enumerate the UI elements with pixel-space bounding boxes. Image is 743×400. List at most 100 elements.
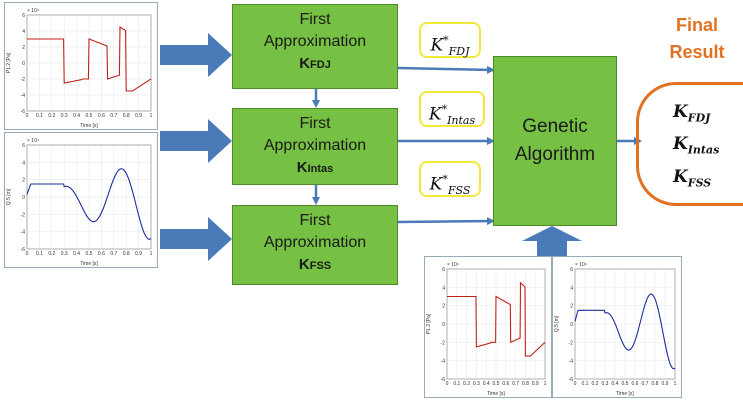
y-tick-label: -2 <box>21 212 26 218</box>
x-tick-label: 0.3 <box>61 113 68 119</box>
x-tick-label: 0.8 <box>522 381 529 387</box>
y-axis-label: P1.2 [Pa] <box>426 313 432 334</box>
red-signal-line <box>447 281 546 357</box>
x-tick-label: 0.9 <box>135 251 142 257</box>
x-tick-label: 0.3 <box>602 381 609 387</box>
x-tick-label: 0.1 <box>582 381 589 387</box>
ga-line1: Genetic <box>522 116 588 137</box>
y-tick-label: -2 <box>569 340 574 346</box>
x-tick-label: 0 <box>446 381 449 387</box>
x-tick-label: 0.5 <box>493 381 500 387</box>
red-signal-line <box>27 25 152 92</box>
x-tick-label: 0.6 <box>98 113 105 119</box>
x-tick-label: 0 <box>26 113 29 119</box>
input-plot-blue: 0 0.1 0.2 0.3 0.4 0.5 0.6 0.7 0.8 0.9 1 6 4 2 0 -2 -4 -6 T… <box>4 132 158 268</box>
x-tick-label: 0 <box>26 251 29 257</box>
y-tick-label: 4 <box>570 285 573 291</box>
y-tick-label: 6 <box>22 143 25 149</box>
x-tick-label: 0.1 <box>453 381 460 387</box>
x-tick-label: 0.4 <box>73 251 80 257</box>
final-result-title: Final Result <box>652 12 742 66</box>
x-tick-label: 1 <box>544 381 547 387</box>
k-star-fss-label: K*FSS <box>419 161 481 197</box>
x-tick-label: 0.2 <box>48 113 55 119</box>
input-arrow-3 <box>160 217 232 261</box>
blue-signal-line <box>574 293 676 370</box>
x-tick-label: 0.1 <box>36 251 43 257</box>
y-tick-label: 6 <box>442 267 445 273</box>
approx-title-line1: First <box>299 11 331 28</box>
y-tick-label: 2 <box>570 304 573 310</box>
x-tick-label: 0.5 <box>86 113 93 119</box>
y-tick-label: 0 <box>22 195 25 201</box>
x-tick-label: 0.4 <box>73 113 80 119</box>
result-item-fss: KFSS <box>673 166 712 190</box>
y-tick-label: 0 <box>22 61 25 67</box>
x-axis-label: Time [s] <box>80 123 98 129</box>
first-approximation-fss: First Approximation KFSS <box>232 205 398 285</box>
y-tick-label: 2 <box>442 304 445 310</box>
y-tick-label: -2 <box>21 77 26 83</box>
x-tick-label: 0.8 <box>123 251 130 257</box>
final-title-line2: Result <box>669 42 725 62</box>
y-tick-label: 6 <box>570 267 573 273</box>
y-tick-label: 0 <box>442 322 445 328</box>
ga-line2: Algorithm <box>514 144 596 165</box>
x-tick-label: 0.6 <box>98 251 105 257</box>
result-item-fdj: KFDJ <box>673 102 711 125</box>
input-arrow-1 <box>160 33 232 77</box>
input-arrow-2 <box>160 119 232 163</box>
approx-title-line2: Approximation <box>263 33 367 50</box>
x-tick-label: 0.4 <box>483 381 490 387</box>
final-result-box: KFDJ KIntas KFSS <box>636 82 743 206</box>
x-tick-label: 0.7 <box>110 251 117 257</box>
approx-title-line2: Approximation <box>263 234 367 251</box>
x-tick-label: 0.6 <box>632 381 639 387</box>
approx-to-ga-1 <box>397 65 495 74</box>
reference-plot-blue: 0 0.1 0.2 0.3 0.4 0.5 0.6 0.7 0.8 0.9 1 6 4 2 0 -2 -4 -6 T… <box>552 256 682 398</box>
approx-title-line1: First <box>299 115 331 132</box>
x-tick-label: 0.9 <box>532 381 539 387</box>
approx-key: KFDJ <box>299 55 331 72</box>
approx-key: KFSS <box>298 256 332 273</box>
approx-to-ga-3 <box>397 217 495 226</box>
x-axis-label: Time [s] <box>80 261 98 267</box>
x-tick-label: 0.2 <box>48 251 55 257</box>
first-approximation-intas: First Approximation KIntas <box>232 108 398 185</box>
x-tick-label: 0.7 <box>642 381 649 387</box>
reference-plot-red: 0 0.1 0.2 0.3 0.4 0.5 0.6 0.7 0.8 0.9 1 6 4 2 0 -2 -4 -6 T… <box>424 256 552 398</box>
exponent-label: × 10⁴ <box>27 138 39 144</box>
y-tick-label: 6 <box>22 13 25 19</box>
x-axis-label: Time [s] <box>616 391 634 397</box>
exponent-label: × 10⁴ <box>447 262 459 268</box>
final-title-line1: Final <box>675 15 718 35</box>
x-tick-label: 0.5 <box>622 381 629 387</box>
genetic-algorithm-box: Genetic Algorithm <box>493 56 617 226</box>
y-tick-label: -4 <box>441 359 446 365</box>
approx-title-line1: First <box>299 212 331 229</box>
y-tick-label: -4 <box>21 93 26 99</box>
exponent-label: × 10⁴ <box>27 8 39 14</box>
approx-key: KIntas <box>296 159 334 176</box>
x-tick-label: 0.7 <box>512 381 519 387</box>
x-tick-label: 1 <box>674 381 677 387</box>
y-tick-label: -6 <box>569 377 574 383</box>
y-tick-label: 4 <box>22 160 25 166</box>
x-tick-label: 0.6 <box>502 381 509 387</box>
approx-title-line2: Approximation <box>263 137 367 154</box>
y-tick-label: -4 <box>21 230 26 236</box>
x-tick-label: 0.3 <box>61 251 68 257</box>
x-tick-label: 0.8 <box>123 113 130 119</box>
k-star-intas-label: K*Intas <box>419 91 485 127</box>
x-tick-label: 0.2 <box>463 381 470 387</box>
y-tick-label: 0 <box>570 322 573 328</box>
blue-signal-line <box>26 168 152 240</box>
y-tick-label: 4 <box>442 285 445 291</box>
y-tick-label: -4 <box>569 359 574 365</box>
x-tick-label: 0.9 <box>662 381 669 387</box>
first-approximation-fdj: First Approximation KFDJ <box>232 4 398 89</box>
x-axis-label: Time [s] <box>487 391 505 397</box>
x-tick-label: 0.7 <box>110 113 117 119</box>
